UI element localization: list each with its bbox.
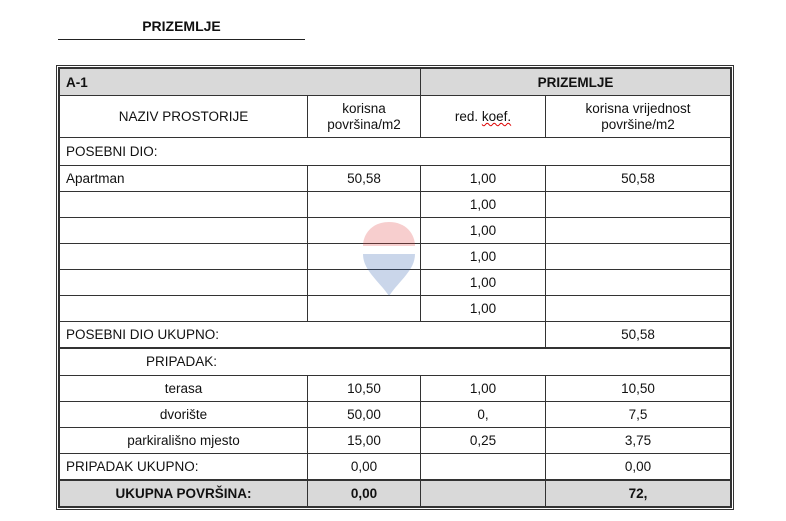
col-coef: red. koef.	[420, 95, 546, 138]
cell-coef: 1,00	[420, 243, 546, 270]
cell-value: 3,75	[545, 426, 731, 454]
table-row: dvorište 50,00 0, 7,5	[59, 400, 731, 428]
cell-coef: 0,	[420, 400, 546, 428]
col-area: korisna površina/m2	[307, 95, 421, 138]
cell-name: terasa	[59, 374, 308, 402]
table-row: 1,00	[59, 217, 731, 244]
cell-name	[59, 217, 308, 244]
cell-coef: 1,00	[420, 217, 546, 244]
area-table: A-1 PRIZEMLJE NAZIV PROSTORIJE korisna po…	[56, 65, 734, 510]
title-underline	[58, 39, 305, 40]
grand-total-label: UKUPNA POVRŠINA:	[59, 478, 308, 507]
cell-value: 50,58	[545, 165, 731, 192]
cell-coef: 0,25	[420, 426, 546, 454]
floor-label: PRIZEMLJE	[420, 68, 731, 96]
cell-name: dvorište	[59, 400, 308, 428]
cell-name	[59, 295, 308, 322]
cell-coef: 1,00	[420, 295, 546, 322]
pripadak-total-area: 0,00	[307, 452, 421, 480]
table-row: Apartman 50,58 1,00 50,58	[59, 165, 731, 192]
grand-total-area: 0,00	[307, 478, 421, 507]
posebni-label: POSEBNI DIO:	[59, 137, 731, 166]
cell-area: 50,00	[307, 400, 421, 428]
cell-name: Apartman	[59, 165, 308, 192]
cell-value: 10,50	[545, 374, 731, 402]
cell-area	[307, 217, 421, 244]
cell-area: 15,00	[307, 426, 421, 454]
table-row: terasa 10,50 1,00 10,50	[59, 374, 731, 402]
cell-value	[545, 295, 731, 322]
table-row: 1,00	[59, 243, 731, 270]
pripadak-label: PRIPADAK:	[59, 347, 731, 376]
cell-value	[545, 217, 731, 244]
table-row: 1,00	[59, 191, 731, 218]
col-value: korisna vrijednost površine/m2	[545, 95, 731, 138]
posebni-total-value: 50,58	[545, 321, 731, 349]
cell-coef: 1,00	[420, 269, 546, 296]
table-row: 1,00	[59, 295, 731, 322]
cell-value	[545, 191, 731, 218]
pripadak-total-label: PRIPADAK UKUPNO:	[59, 452, 308, 480]
cell-area	[307, 191, 421, 218]
posebni-total-label: POSEBNI DIO UKUPNO:	[59, 321, 546, 349]
cell-coef: 1,00	[420, 165, 546, 192]
unit-label: A-1	[59, 68, 421, 96]
cell-name	[59, 243, 308, 270]
col-name: NAZIV PROSTORIJE	[59, 95, 308, 138]
cell-area: 10,50	[307, 374, 421, 402]
cell-value	[545, 243, 731, 270]
pripadak-total-value: 0,00	[545, 452, 731, 480]
remax-watermark-logo	[363, 222, 415, 296]
cell-name: parkirališno mjesto	[59, 426, 308, 454]
grand-total-value: 72,	[545, 478, 731, 507]
page-title: PRIZEMLJE	[142, 18, 221, 34]
cell-value	[545, 269, 731, 296]
cell-coef: 1,00	[420, 191, 546, 218]
cell-coef: 1,00	[420, 374, 546, 402]
cell-area: 50,58	[307, 165, 421, 192]
table-row: 1,00	[59, 269, 731, 296]
cell-name	[59, 269, 308, 296]
cell-area	[307, 295, 421, 322]
cell-name	[59, 191, 308, 218]
table-row: parkirališno mjesto 15,00 0,25 3,75	[59, 426, 731, 454]
cell-value: 7,5	[545, 400, 731, 428]
